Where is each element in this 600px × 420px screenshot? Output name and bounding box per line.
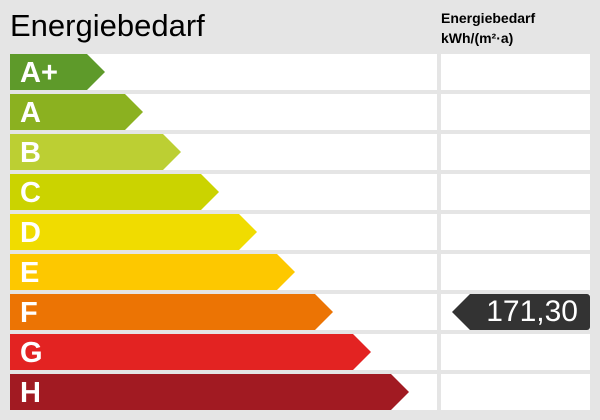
value-cell xyxy=(441,334,590,370)
energy-class-label: H xyxy=(20,377,41,409)
value-cell xyxy=(441,94,590,130)
energy-class-arrow: B xyxy=(10,134,181,170)
energy-class-label: F xyxy=(20,297,38,329)
energy-class-arrow: C xyxy=(10,174,219,210)
energy-class-label: E xyxy=(20,257,40,289)
energy-class-label: C xyxy=(20,177,41,209)
value-cell xyxy=(441,54,590,90)
value-cell xyxy=(441,214,590,250)
column-header: Energiebedarf kWh/(m²·a) xyxy=(441,8,535,48)
column-header-line2: kWh/(m²·a) xyxy=(441,30,514,46)
energy-class-arrow: F xyxy=(10,294,333,330)
energy-class-label: D xyxy=(20,217,41,249)
energy-class-arrow: A xyxy=(10,94,143,130)
energy-class-label: A xyxy=(20,97,41,129)
bar-cell: B xyxy=(10,134,437,170)
energy-class-arrow: A+ xyxy=(10,54,105,90)
value-indicator: 171,30 xyxy=(452,294,590,330)
energy-class-label: A+ xyxy=(20,57,58,89)
energy-class-arrow: D xyxy=(10,214,257,250)
value-cell xyxy=(441,174,590,210)
bar-cell: E xyxy=(10,254,437,290)
energy-class-label: B xyxy=(20,137,41,169)
energy-class-arrow: H xyxy=(10,374,409,410)
bar-cell: D xyxy=(10,214,437,250)
bar-cell: A+ xyxy=(10,54,437,90)
page-title: Energiebedarf xyxy=(10,8,205,43)
bar-cell: H xyxy=(10,374,437,410)
bar-cell: C xyxy=(10,174,437,210)
value-cell xyxy=(441,134,590,170)
value-cell xyxy=(441,254,590,290)
energy-class-arrow: G xyxy=(10,334,371,370)
column-header-line1: Energiebedarf xyxy=(441,10,536,26)
value-cell xyxy=(441,374,590,410)
energy-class-arrow: E xyxy=(10,254,295,290)
bar-cell: F xyxy=(10,294,437,330)
energy-class-label: G xyxy=(20,337,43,369)
bar-cell: G xyxy=(10,334,437,370)
bar-cell: A xyxy=(10,94,437,130)
value-indicator-text: 171,30 xyxy=(486,295,578,328)
